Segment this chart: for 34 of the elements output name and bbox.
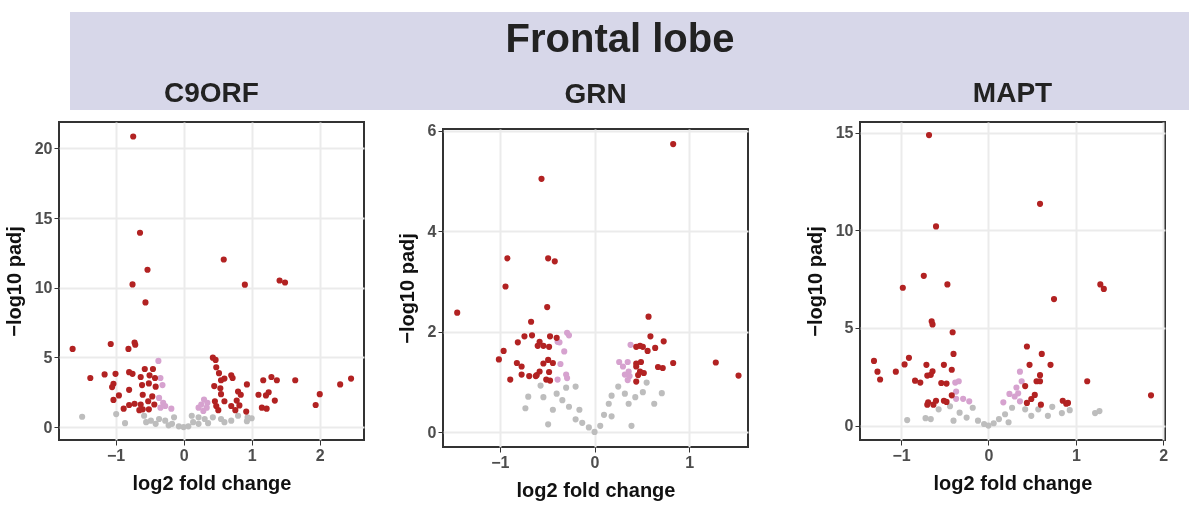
x-axis-title: log2 fold change xyxy=(132,471,292,494)
y-tick-label: 0 xyxy=(43,418,53,436)
y-tick-label: 4 xyxy=(427,222,437,240)
x-axis-title: log2 fold change xyxy=(516,478,676,501)
y-axis-title: −log10 padj xyxy=(803,226,826,337)
y-axis-title: −log10 padj xyxy=(2,226,25,337)
y-tick-label: 5 xyxy=(844,319,854,337)
x-tick-label: −1 xyxy=(892,446,911,464)
x-tick-label: 0 xyxy=(179,446,189,464)
y-tick-label: 2 xyxy=(427,323,437,341)
chart-title: C9ORF xyxy=(164,77,259,108)
x-tick-label: −1 xyxy=(106,446,126,464)
x-tick-label: 0 xyxy=(590,453,600,471)
y-tick-label: 6 xyxy=(427,122,437,140)
y-tick-label: 0 xyxy=(427,423,437,441)
chart-title: MAPT xyxy=(972,77,1053,108)
y-tick-label: 15 xyxy=(835,124,854,142)
y-axis-title: −log10 padj xyxy=(395,233,418,344)
x-tick-label: −1 xyxy=(491,453,510,471)
x-tick-label: 1 xyxy=(1071,446,1081,464)
chart-title: GRN xyxy=(564,77,627,109)
y-tick-label: 10 xyxy=(34,279,53,297)
x-axis-title: log2 fold change xyxy=(933,471,1093,494)
x-tick-label: 1 xyxy=(247,446,257,464)
x-tick-label: 0 xyxy=(984,446,994,464)
y-tick-label: 20 xyxy=(34,139,53,157)
x-tick-label: 2 xyxy=(315,446,325,464)
y-tick-label: 5 xyxy=(43,348,53,366)
y-tick-label: 0 xyxy=(844,417,854,435)
x-tick-label: 2 xyxy=(1159,446,1169,464)
y-tick-label: 10 xyxy=(835,221,854,239)
y-tick-label: 15 xyxy=(34,209,53,227)
text: Frontal lobe xyxy=(504,16,736,61)
x-tick-label: 1 xyxy=(685,453,695,471)
